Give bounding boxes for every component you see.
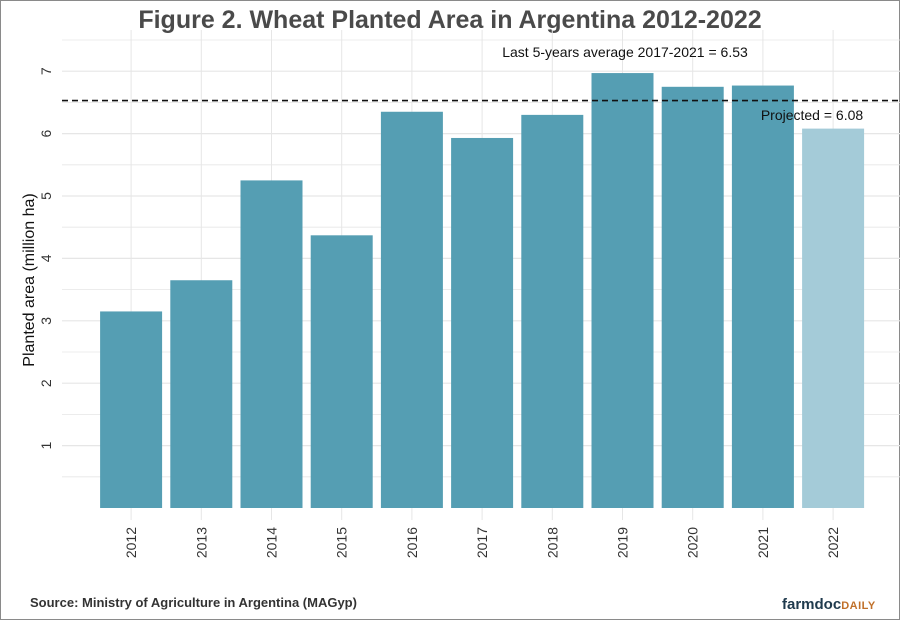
- bar-2017: [451, 137, 514, 508]
- y-tick-label: 6: [38, 129, 54, 137]
- bar-2012: [100, 311, 163, 508]
- x-tick-label: 2012: [123, 527, 139, 558]
- bar-2015: [310, 235, 373, 508]
- projected-annotation: Projected = 6.08: [761, 107, 864, 123]
- bar-2022: [802, 128, 865, 508]
- y-tick-label: 2: [38, 379, 54, 387]
- x-tick-label: 2020: [685, 527, 701, 558]
- bar-2013: [170, 280, 233, 508]
- x-tick-label: 2017: [474, 527, 490, 558]
- y-tick-label: 4: [38, 254, 54, 262]
- x-tick-label: 2019: [615, 527, 631, 558]
- x-tick-label: 2015: [334, 527, 350, 558]
- bar-2016: [380, 111, 443, 508]
- x-tick-label: 2013: [193, 527, 209, 558]
- bar-2020: [661, 86, 724, 509]
- y-axis-ticks: 1 2 3 4 5 6 7: [38, 67, 54, 449]
- bar-2014: [240, 180, 303, 508]
- y-axis-label: Planted area (million ha): [21, 193, 38, 366]
- bar-2019: [591, 73, 654, 509]
- source-note: Source: Ministry of Agriculture in Argen…: [30, 595, 357, 610]
- x-tick-label: 2022: [825, 527, 841, 558]
- y-tick-label: 7: [38, 67, 54, 75]
- brand-main: farmdoc: [782, 596, 842, 613]
- brand-suffix: DAILY: [841, 600, 876, 612]
- y-tick-label: 3: [38, 317, 54, 325]
- bar-2018: [521, 114, 584, 508]
- y-tick-label: 1: [38, 441, 54, 449]
- chart-title: Figure 2. Wheat Planted Area in Argentin…: [138, 6, 762, 34]
- x-tick-label: 2018: [544, 527, 560, 558]
- x-axis-ticks: 2012 2013 2014 2015 2016 2017 2018 2019 2020 2021…: [123, 527, 841, 558]
- x-tick-label: 2021: [755, 527, 771, 558]
- average-line-label: Last 5-years average 2017-2021 = 6.53: [502, 44, 748, 60]
- x-tick-label: 2016: [404, 527, 420, 558]
- y-tick-label: 5: [38, 192, 54, 200]
- x-tick-label: 2014: [264, 527, 280, 558]
- brand-logo: farmdocDAILY: [782, 596, 876, 613]
- bar-2021: [731, 85, 794, 508]
- bars: [100, 73, 865, 509]
